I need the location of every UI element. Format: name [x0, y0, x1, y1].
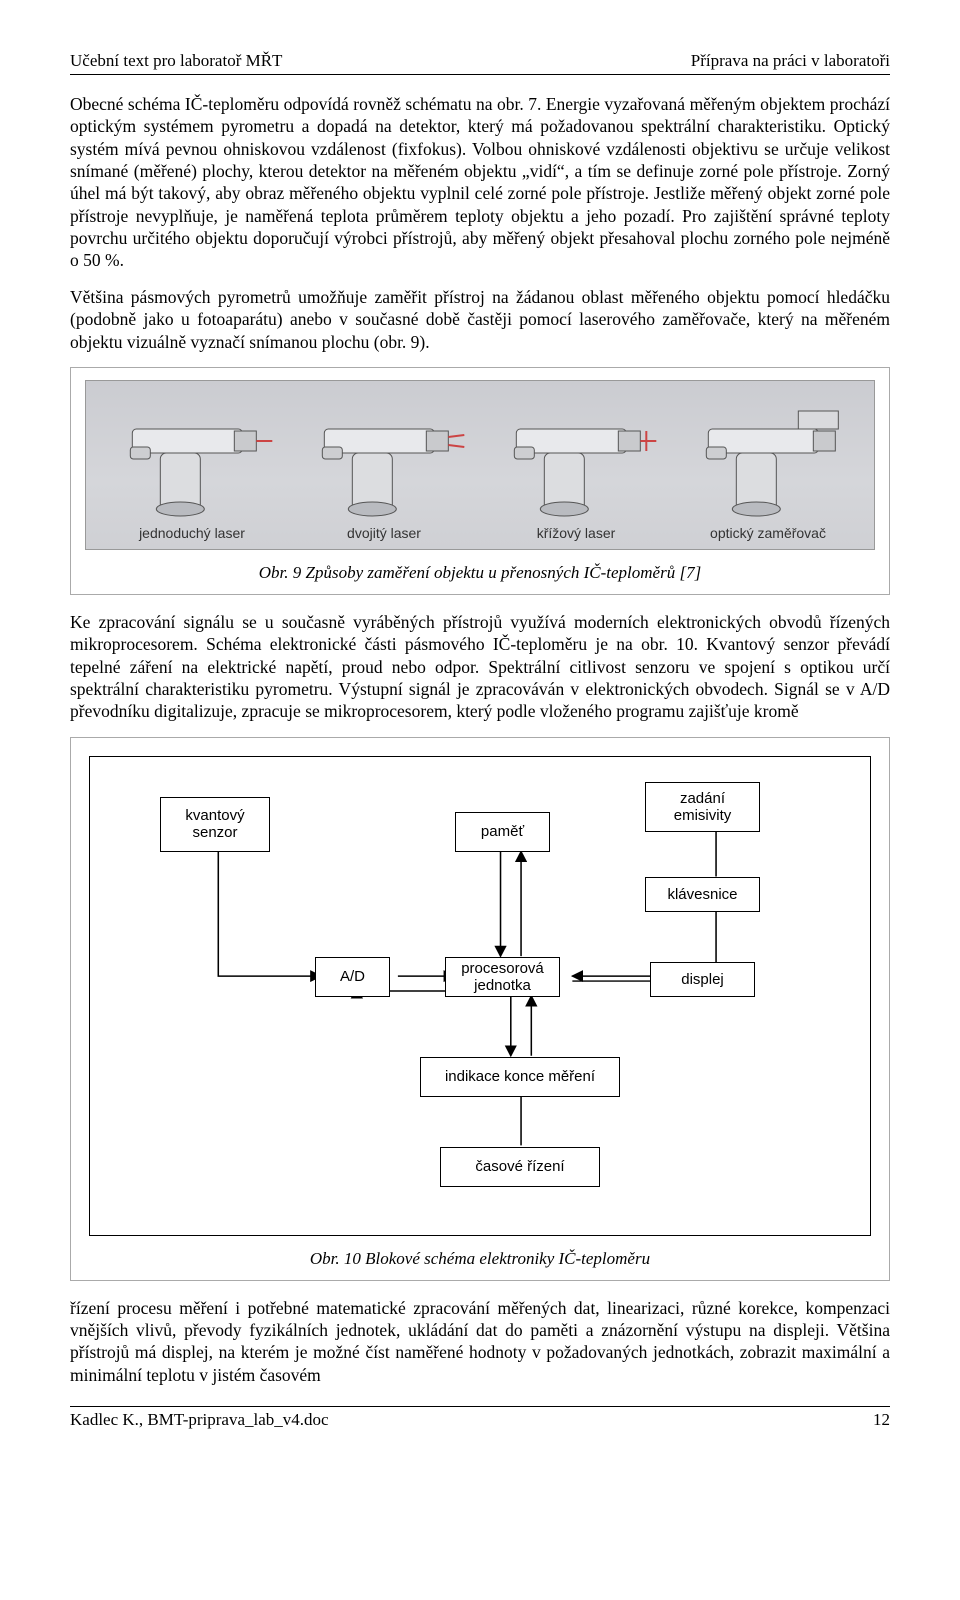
device-cross-laser: křížový laser [488, 381, 665, 549]
paragraph-3: Ke zpracování signálu se u současně vyrá… [70, 611, 890, 723]
figure-10: kvantový senzor A/D procesorová jednotka… [70, 737, 890, 1281]
paragraph-2: Většina pásmových pyrometrů umožňuje zam… [70, 286, 890, 353]
page-header: Učební text pro laboratoř MŘT Příprava n… [70, 50, 890, 72]
figure-10-caption: Obr. 10 Blokové schéma elektroniky IČ-te… [89, 1248, 871, 1270]
box-ad: A/D [315, 957, 390, 997]
figure-9-panel: jednoduchý laser dvojitý laser [85, 380, 875, 550]
box-indikace-konce-mereni: indikace konce měření [420, 1057, 620, 1097]
header-right: Příprava na práci v laboratoři [691, 50, 890, 72]
footer-left: Kadlec K., BMT-priprava_lab_v4.doc [70, 1409, 329, 1431]
block-diagram: kvantový senzor A/D procesorová jednotka… [89, 756, 871, 1236]
footer-right: 12 [873, 1409, 890, 1431]
device-dual-laser: dvojitý laser [296, 381, 473, 549]
box-zadani-emisivity: zadání emisivity [645, 782, 760, 832]
single-laser-icon [104, 401, 281, 521]
box-casove-rizeni: časové řízení [440, 1147, 600, 1187]
cross-laser-icon [488, 401, 665, 521]
device-label-4: optický zaměřovač [710, 525, 826, 543]
box-pamet: paměť [455, 812, 550, 852]
figure-9: jednoduchý laser dvojitý laser [70, 367, 890, 595]
device-optical-viewfinder: optický zaměřovač [680, 381, 857, 549]
box-kvantovy-senzor: kvantový senzor [160, 797, 270, 852]
device-label-3: křížový laser [537, 525, 616, 543]
dual-laser-icon [296, 401, 473, 521]
figure-9-caption: Obr. 9 Způsoby zaměření objektu u přenos… [85, 562, 875, 584]
paragraph-1: Obecné schéma IČ-teploměru odpovídá rovn… [70, 93, 890, 272]
box-procesorova-jednotka: procesorová jednotka [445, 957, 560, 997]
header-left: Učební text pro laboratoř MŘT [70, 50, 282, 72]
device-label-2: dvojitý laser [347, 525, 421, 543]
optical-viewfinder-icon [680, 401, 857, 521]
header-rule [70, 74, 890, 75]
box-klavesnice: klávesnice [645, 877, 760, 912]
device-single-laser: jednoduchý laser [104, 381, 281, 549]
page-footer: Kadlec K., BMT-priprava_lab_v4.doc 12 [70, 1406, 890, 1431]
device-label-1: jednoduchý laser [139, 525, 245, 543]
box-displej: displej [650, 962, 755, 997]
paragraph-4: řízení procesu měření i potřebné matemat… [70, 1297, 890, 1387]
